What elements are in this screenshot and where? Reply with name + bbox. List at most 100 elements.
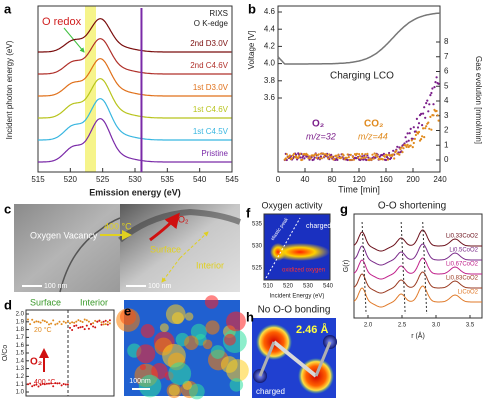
gas-point (417, 130, 421, 134)
gas-point (292, 152, 296, 155)
curve-label: Pristine (201, 149, 228, 158)
gas-point (367, 156, 370, 159)
gr-curve (353, 243, 482, 266)
gas-point (303, 157, 306, 160)
x-tick-label: 160 (379, 175, 393, 184)
gas-point (360, 157, 363, 160)
y-tick-label: 1.3 (16, 366, 25, 372)
point-low (92, 322, 95, 325)
point-high (96, 320, 99, 323)
point-low (102, 323, 105, 326)
map-spot (159, 323, 169, 333)
y-axis-label: G(r) (343, 260, 350, 272)
gas-point (437, 119, 440, 122)
legend-label: CO₂ (364, 119, 383, 130)
y-tick-label: 1.8 (16, 327, 25, 333)
gas-point (416, 126, 420, 129)
point-high (85, 324, 88, 327)
gas-point (372, 157, 375, 160)
heatmap-feature (270, 243, 330, 261)
y-tick-label: 1.0 (16, 390, 25, 396)
gas-point (336, 158, 339, 161)
gas-point (333, 157, 336, 161)
label: Oxygen Vacancy (30, 230, 98, 240)
y2-tick-label: 4 (444, 96, 449, 105)
y2-tick-label: 3 (444, 111, 449, 120)
map-spot (220, 356, 238, 373)
gas-point (366, 152, 369, 155)
x-tick-label: 530 (128, 175, 142, 184)
plot-frame (353, 213, 483, 319)
gas-point (330, 153, 333, 156)
elastic-line (265, 217, 301, 279)
point-high (43, 383, 46, 386)
gas-point (405, 145, 408, 148)
y-tick-label: 525 (252, 266, 263, 272)
gas-point (383, 155, 386, 158)
gas-point (433, 86, 436, 89)
gas-point (423, 106, 426, 109)
legend-label: O₂ (312, 119, 324, 130)
gas-point (436, 114, 439, 117)
panel-f: Oxygen activity f charged elastic peak o… (246, 200, 334, 299)
point-high (92, 325, 95, 328)
gas-point (437, 82, 440, 85)
gas-point (427, 110, 430, 113)
curve-label: 2nd D3.0V (190, 39, 228, 48)
spectrum (38, 78, 232, 119)
point-low (31, 318, 34, 321)
x-tick-label: 80 (328, 175, 337, 184)
scale-label: 100 nm (148, 283, 172, 290)
gas-point (288, 154, 291, 157)
gas-point (404, 136, 407, 139)
label: oxidized oxygen (282, 268, 325, 274)
panel-title: No O-O bonding (258, 305, 331, 316)
point-low (71, 321, 74, 324)
bond (314, 341, 332, 377)
panel-h: No O-O bonding h 2.46 Å charged (246, 305, 337, 398)
gas-point (309, 157, 312, 160)
point-high (41, 382, 44, 385)
gas-point (297, 156, 300, 160)
y2-axis-label: Gas evolution [nmol/min] (474, 56, 483, 144)
gas-point (312, 158, 315, 161)
gas-point (318, 157, 321, 160)
gas-point (337, 153, 340, 156)
gas-point (421, 124, 424, 127)
gr-curve (353, 285, 482, 308)
curve-label: Li0.5CoO2 (449, 248, 478, 254)
gas-point (352, 158, 355, 161)
gas-point (384, 158, 388, 162)
point-low (60, 323, 63, 326)
point-low (62, 320, 65, 323)
gas-point (405, 140, 408, 143)
y2-tick-label: 1 (444, 140, 449, 149)
gas-point (345, 156, 348, 159)
point-low (79, 320, 82, 323)
point-high (71, 329, 74, 332)
gas-point (351, 155, 354, 159)
map-spot (165, 304, 186, 325)
label: charged (306, 223, 331, 230)
gas-point (348, 158, 351, 162)
label: O₂ (30, 357, 42, 368)
panel-letter: b (248, 1, 256, 16)
gas-point (365, 158, 368, 162)
gas-point (327, 157, 330, 160)
plot-frame (277, 5, 441, 173)
guide-line (400, 221, 406, 315)
gas-point (340, 156, 343, 159)
scale-label: 100nm (129, 378, 151, 385)
gas-point (410, 139, 413, 142)
point-high (87, 327, 90, 330)
x-tick-label: 120 (352, 175, 366, 184)
gas-point (315, 156, 318, 159)
x-axis-label: r (Å) (411, 331, 425, 340)
x-tick-label: 520 (283, 284, 294, 290)
label: 20 °C (34, 326, 52, 334)
point-high (31, 385, 34, 388)
map-spot (184, 335, 199, 351)
point-high (58, 382, 61, 385)
point-low (52, 319, 55, 322)
gas-point (398, 153, 401, 156)
